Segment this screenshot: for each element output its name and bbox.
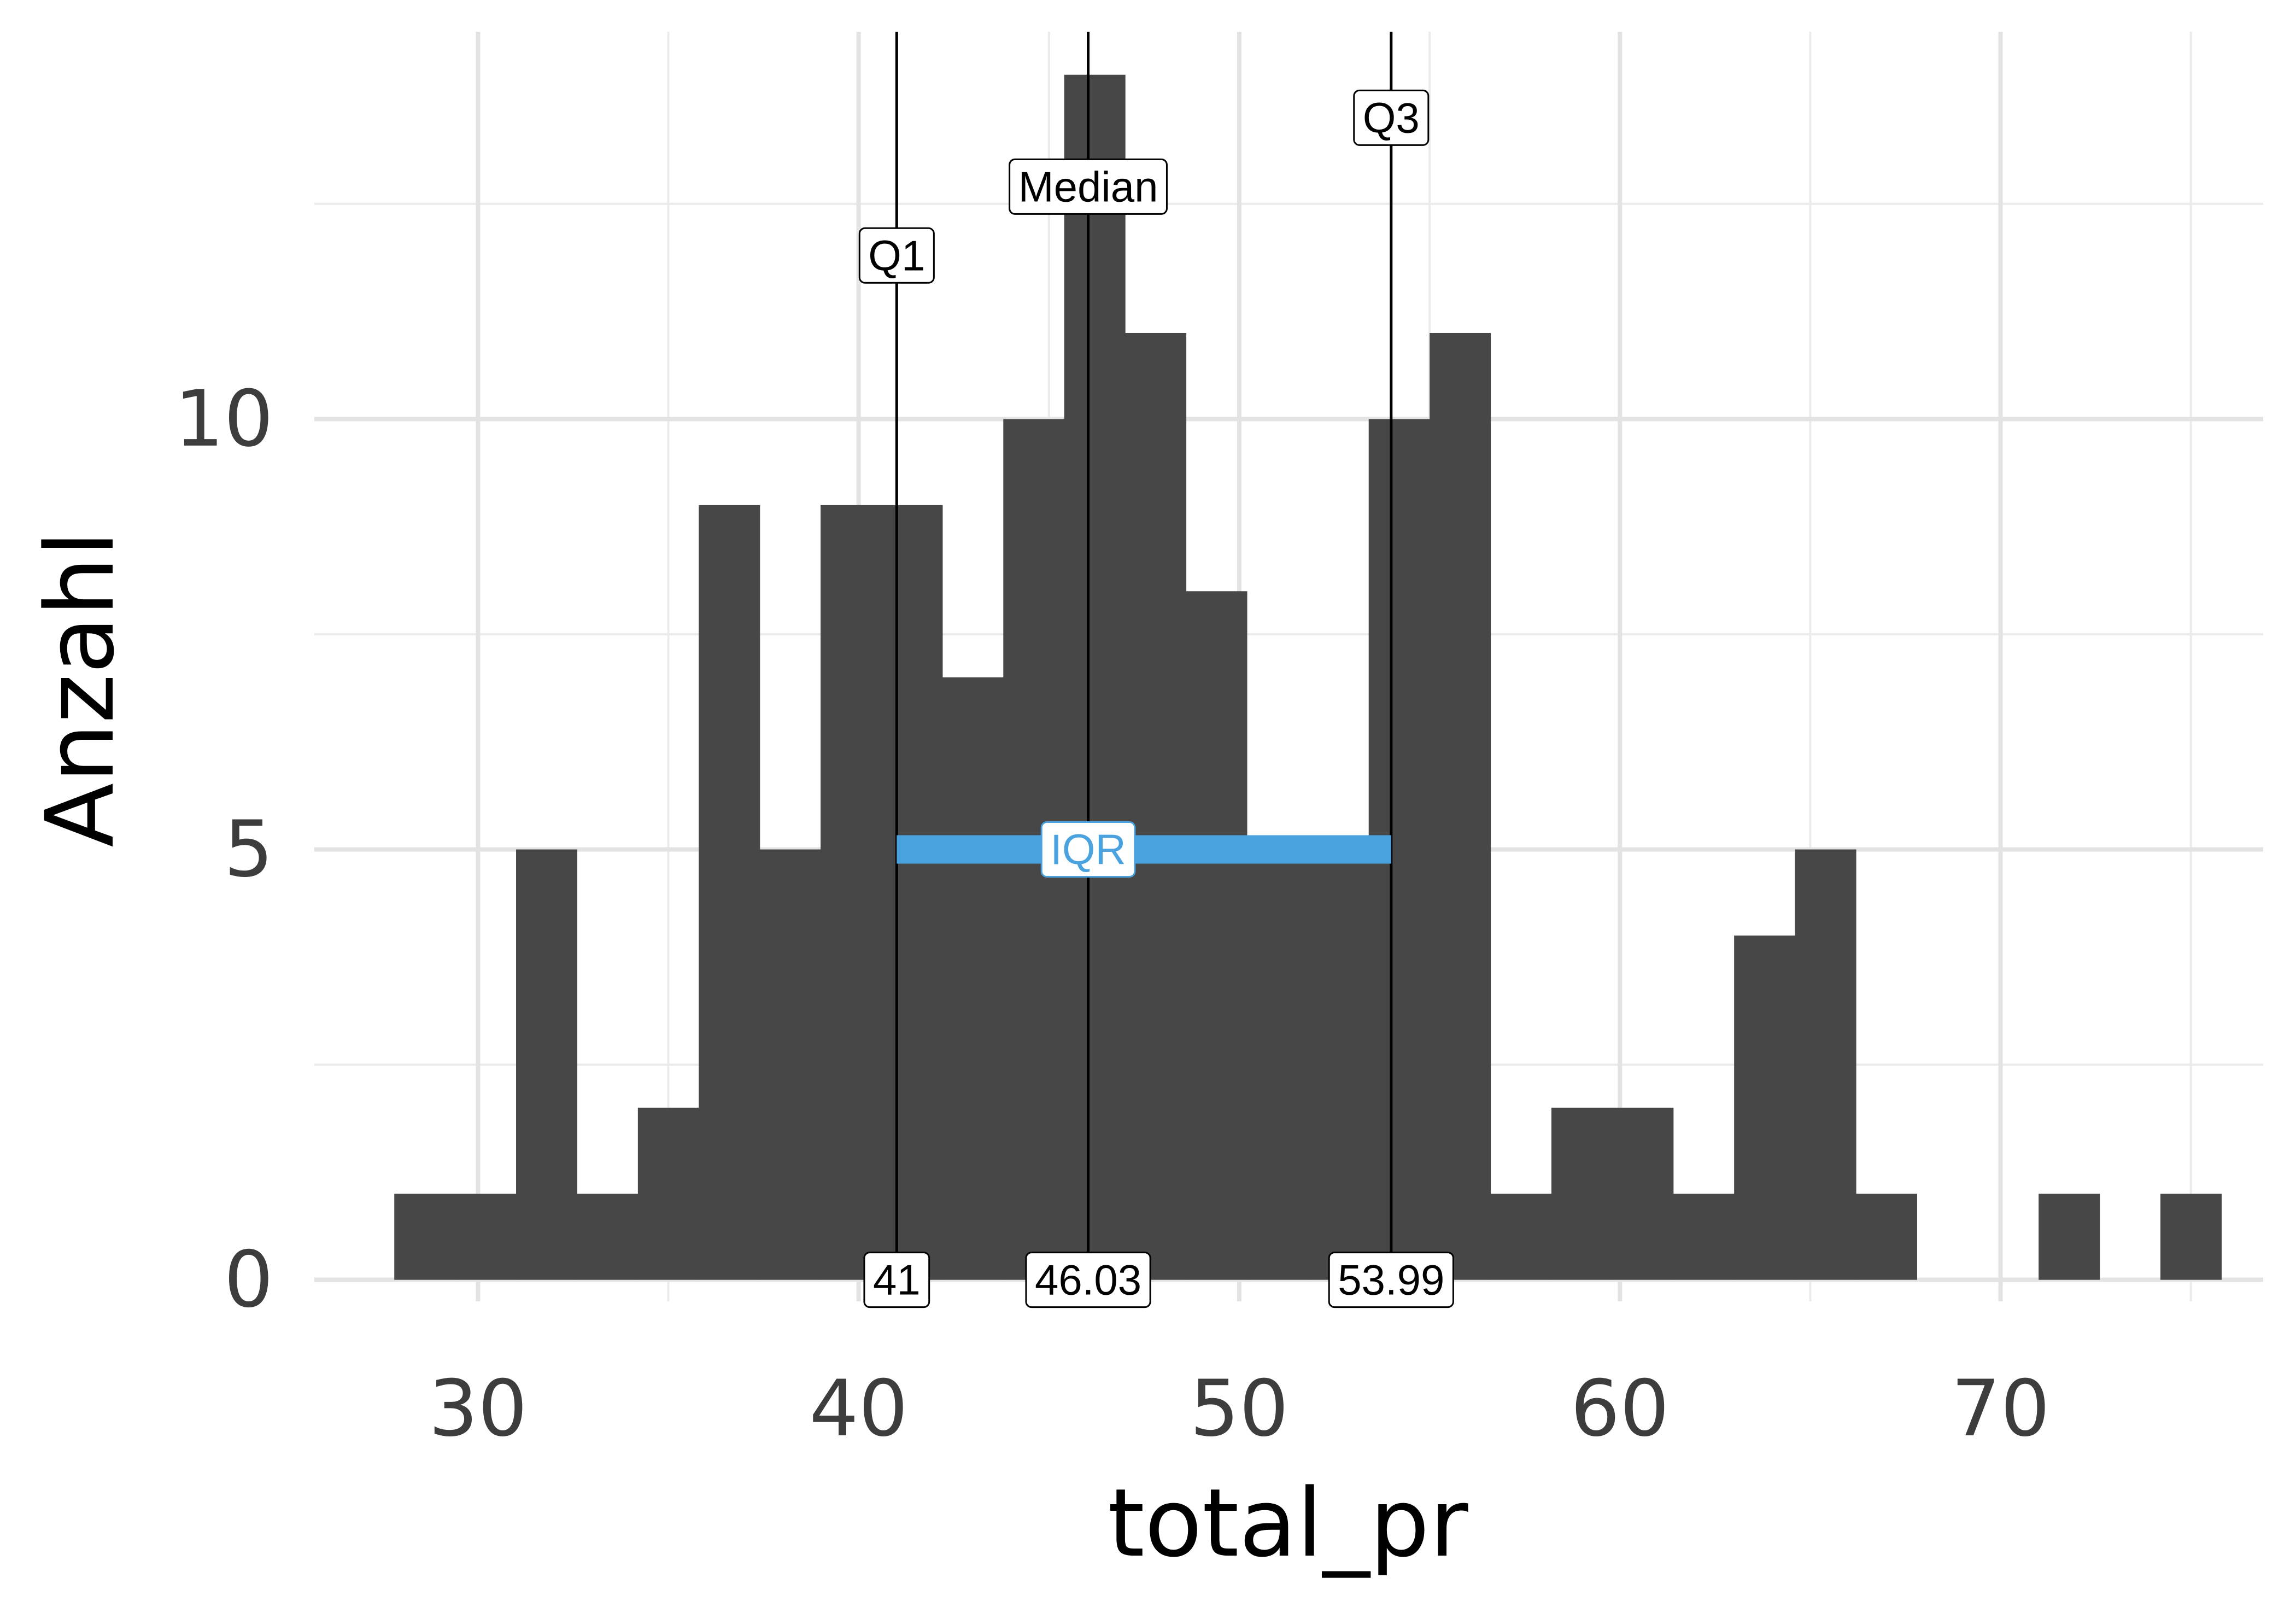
- y-tick-label: 0: [224, 1235, 273, 1325]
- histogram-bar: [637, 1107, 699, 1280]
- histogram-bar: [1795, 849, 1856, 1280]
- x-tick-label: 50: [1190, 1364, 1289, 1454]
- x-tick-label: 70: [1951, 1364, 2050, 1454]
- histogram-bar: [1246, 849, 1308, 1280]
- histogram-bar: [1855, 1194, 1917, 1280]
- y-tick-label: 10: [174, 374, 273, 464]
- histogram-bar: [2039, 1194, 2100, 1280]
- x-tick-label: 40: [809, 1364, 908, 1454]
- label-iqr: IQR: [1050, 826, 1126, 874]
- value-label-median: 46.03: [1035, 1256, 1141, 1304]
- tick-labels: 30 40 50 60 70 0 5 10: [174, 374, 2050, 1454]
- histogram-bar: [577, 1194, 639, 1280]
- histogram-bar: [1673, 1194, 1735, 1280]
- value-label-q3: 53.99: [1338, 1256, 1444, 1304]
- histogram-bar: [942, 677, 1004, 1280]
- histogram-bar: [2160, 1194, 2222, 1280]
- value-label-q1: 41: [873, 1256, 921, 1304]
- histogram-bar: [1551, 1107, 1613, 1280]
- histogram-bar: [1186, 591, 1247, 1280]
- histogram-bar: [1734, 935, 1796, 1280]
- histogram-bar: [1125, 332, 1187, 1280]
- y-axis-title: Anzahl: [25, 530, 135, 847]
- value-label-median-box: [1025, 1252, 1151, 1308]
- label-iqr-box: [1040, 821, 1136, 878]
- histogram-bar: [699, 505, 760, 1280]
- value-label-q1-box: [863, 1252, 930, 1308]
- histogram-bar: [516, 849, 578, 1280]
- y-tick-label: 5: [224, 804, 273, 895]
- histogram-bar: [821, 505, 882, 1280]
- value-label-q3-box: [1328, 1252, 1454, 1308]
- label-median-box: [1009, 158, 1168, 215]
- histogram-bar: [394, 1194, 456, 1280]
- x-axis-title: total_pr: [1108, 1468, 1468, 1578]
- label-q1: Q1: [868, 231, 925, 279]
- x-tick-label: 60: [1571, 1364, 1670, 1454]
- histogram-bar: [881, 505, 943, 1280]
- histogram-bar: [1612, 1107, 1674, 1280]
- bars: [394, 74, 2222, 1280]
- label-median: Median: [1018, 162, 1158, 211]
- label-q3: Q3: [1363, 94, 1420, 142]
- histogram-bar: [1308, 849, 1369, 1280]
- histogram-bar: [1490, 1194, 1552, 1280]
- annotation-labels: Q1 41 Median 46.03 Q3 53.99 IQR: [858, 89, 1454, 1308]
- x-tick-label: 30: [429, 1364, 528, 1454]
- label-q3-box: [1353, 89, 1430, 146]
- histogram-bar: [1430, 332, 1491, 1280]
- histogram-bar: [759, 849, 821, 1280]
- histogram-bar: [455, 1194, 517, 1280]
- label-q1-box: [858, 227, 935, 284]
- histogram-bar: [1064, 74, 1126, 1280]
